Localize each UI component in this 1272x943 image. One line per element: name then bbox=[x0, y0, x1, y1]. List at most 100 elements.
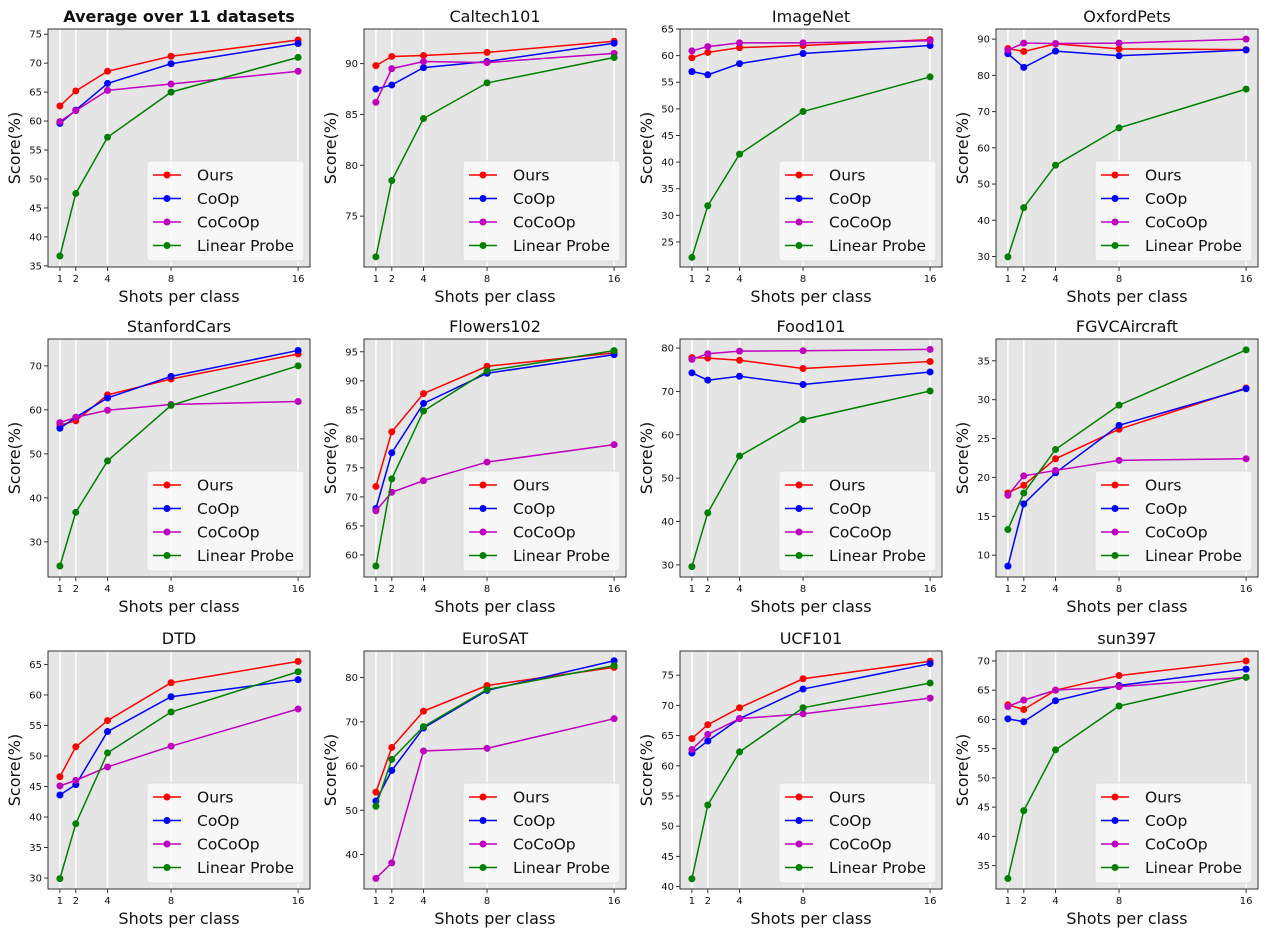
x-tick-label: 16 bbox=[608, 584, 621, 595]
y-tick-label: 60 bbox=[29, 690, 42, 701]
x-tick-label: 1 bbox=[1005, 896, 1011, 907]
x-tick-label: 2 bbox=[389, 274, 395, 285]
legend-label: CoCoOp bbox=[829, 836, 892, 854]
y-tick-label: 65 bbox=[977, 686, 990, 697]
legend-label: Linear Probe bbox=[197, 859, 294, 877]
y-tick-label: 65 bbox=[661, 25, 674, 36]
legend-label: CoOp bbox=[513, 500, 555, 518]
data-point bbox=[736, 356, 744, 364]
legend-marker bbox=[795, 528, 803, 536]
data-point bbox=[388, 475, 396, 483]
x-axis-label: Shots per class bbox=[1066, 597, 1187, 616]
y-tick-label: 40 bbox=[661, 882, 674, 893]
axes-frame bbox=[47, 28, 311, 268]
legend-label: CoOp bbox=[1145, 812, 1187, 830]
y-tick-label: 75 bbox=[345, 212, 358, 223]
legend-label: Ours bbox=[513, 477, 549, 495]
legend-label: CoOp bbox=[197, 190, 239, 208]
y-tick-label: 60 bbox=[661, 51, 674, 62]
y-axis-label: Score(%) bbox=[5, 734, 24, 807]
x-tick-label: 16 bbox=[924, 896, 937, 907]
subplot-title: EuroSAT bbox=[462, 629, 528, 648]
data-point bbox=[926, 679, 934, 687]
legend-label: CoOp bbox=[197, 500, 239, 518]
data-point bbox=[72, 743, 80, 751]
data-point bbox=[372, 874, 380, 882]
data-point bbox=[926, 387, 934, 395]
legend-entry: CoOp bbox=[469, 190, 555, 208]
data-point bbox=[56, 782, 64, 790]
data-point bbox=[1020, 500, 1028, 508]
data-point bbox=[372, 507, 380, 515]
subplot-title: Caltech101 bbox=[449, 7, 540, 26]
data-point bbox=[704, 350, 712, 358]
y-tick-label: 70 bbox=[977, 656, 990, 667]
data-point bbox=[104, 749, 112, 757]
x-tick-label: 16 bbox=[924, 274, 937, 285]
data-point bbox=[610, 347, 618, 355]
data-point bbox=[1020, 204, 1028, 212]
data-point bbox=[926, 694, 934, 702]
legend-marker bbox=[1111, 793, 1119, 801]
legend: Ours CoOp CoCoOp Linear Probe bbox=[778, 782, 937, 884]
y-tick-label: 20 bbox=[977, 473, 990, 484]
legend: Ours CoOp CoCoOp Linear Probe bbox=[146, 470, 305, 572]
y-tick-label: 35 bbox=[29, 843, 42, 854]
series-linear-probe bbox=[688, 679, 934, 883]
y-tick-label: 40 bbox=[29, 493, 42, 504]
legend-label: Linear Probe bbox=[829, 237, 926, 255]
x-tick-label: 16 bbox=[924, 584, 937, 595]
data-point bbox=[688, 745, 696, 753]
data-point bbox=[610, 39, 618, 47]
x-tick-label: 8 bbox=[484, 274, 490, 285]
data-point bbox=[1115, 683, 1123, 691]
data-point bbox=[799, 704, 807, 712]
legend: Ours CoOp CoCoOp Linear Probe bbox=[1094, 160, 1253, 262]
x-tick-label: 4 bbox=[736, 896, 742, 907]
y-tick-label: 60 bbox=[345, 762, 358, 773]
data-point bbox=[294, 657, 302, 665]
data-point bbox=[72, 776, 80, 784]
data-point bbox=[483, 59, 491, 67]
series-cocoop bbox=[372, 715, 618, 882]
axes-frame bbox=[363, 338, 627, 578]
x-tick-label: 4 bbox=[104, 584, 110, 595]
data-point bbox=[799, 381, 807, 389]
legend-box bbox=[462, 782, 621, 884]
data-point bbox=[926, 73, 934, 81]
data-point bbox=[704, 737, 712, 745]
data-point bbox=[1052, 161, 1060, 169]
y-tick-label: 65 bbox=[29, 660, 42, 671]
data-point bbox=[926, 368, 934, 376]
data-point bbox=[167, 708, 175, 716]
data-point bbox=[1052, 697, 1060, 705]
y-tick-label: 45 bbox=[977, 803, 990, 814]
legend-entry: Ours bbox=[469, 789, 549, 807]
data-point bbox=[1052, 466, 1060, 474]
x-tick-label: 4 bbox=[736, 584, 742, 595]
y-tick-label: 35 bbox=[977, 356, 990, 367]
legend: Ours CoOp CoCoOp Linear Probe bbox=[462, 470, 621, 572]
y-tick-label: 35 bbox=[977, 861, 990, 872]
subplot-title: Flowers102 bbox=[449, 317, 541, 336]
x-tick-label: 1 bbox=[373, 896, 379, 907]
y-tick-label: 45 bbox=[29, 203, 42, 214]
data-point bbox=[1242, 85, 1250, 93]
legend-label: Ours bbox=[829, 789, 865, 807]
y-tick-label: 55 bbox=[29, 146, 42, 157]
y-tick-label: 75 bbox=[661, 671, 674, 682]
y-tick-label: 25 bbox=[977, 434, 990, 445]
x-axis-label: Shots per class bbox=[434, 287, 555, 306]
legend-entry: CoCoOp bbox=[153, 836, 260, 854]
series-coop bbox=[56, 676, 302, 799]
data-point bbox=[736, 748, 744, 756]
x-tick-label: 8 bbox=[168, 896, 174, 907]
series-linear-probe bbox=[56, 668, 302, 883]
x-axis-label: Shots per class bbox=[1066, 909, 1187, 928]
legend-marker bbox=[1111, 840, 1119, 848]
data-point bbox=[104, 67, 112, 75]
data-point bbox=[688, 369, 696, 377]
data-point bbox=[56, 102, 64, 110]
x-axis-label: Shots per class bbox=[118, 597, 239, 616]
subplot-title: DTD bbox=[162, 629, 196, 648]
